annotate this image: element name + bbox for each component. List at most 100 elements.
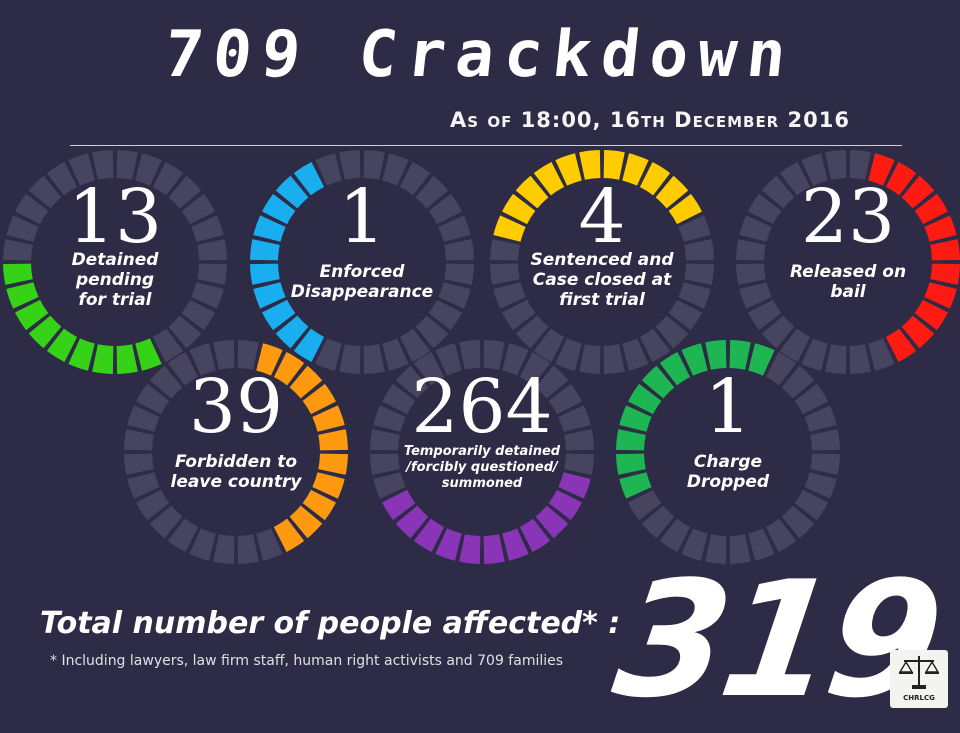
ring-segment-filled — [262, 299, 296, 331]
ring-segment-empty — [459, 340, 481, 370]
ring-segment-empty — [197, 263, 227, 285]
ring-segment-empty — [237, 340, 259, 370]
ring-segment-empty — [167, 518, 199, 552]
ring-segment-filled — [46, 328, 78, 362]
ring-segment-filled — [519, 518, 551, 552]
ring-segment-filled — [275, 175, 309, 209]
total-label: Total number of people affected* : — [40, 606, 621, 641]
ring-segment-filled — [395, 505, 429, 539]
stat-label-line: Forbidden to — [174, 452, 298, 472]
ring-segment-filled — [253, 215, 286, 242]
ring-segment-empty — [748, 299, 782, 331]
stat-label-line: Released on — [789, 262, 907, 282]
ring-segment-empty — [191, 282, 224, 309]
ring-segment-filled — [533, 162, 565, 196]
ring-segment-empty — [804, 405, 837, 432]
stat-label-line: Detained — [71, 250, 159, 270]
stat-label-line: first trial — [559, 290, 645, 310]
stat-label-line: for trial — [78, 290, 152, 310]
ring-segment-filled — [655, 175, 689, 209]
ring-segment-filled — [483, 534, 505, 564]
ring-segment-filled — [729, 340, 751, 370]
stat-label-line: leave country — [170, 472, 302, 492]
ring-segment-filled — [435, 528, 462, 561]
ring-segment-empty — [167, 352, 199, 386]
ring-segment-filled — [641, 365, 675, 399]
ring-segment-filled — [256, 343, 283, 376]
ring-segment-empty — [399, 162, 431, 196]
ring-segment-empty — [136, 383, 170, 415]
ring-segment-empty — [428, 193, 462, 225]
ring-segment-empty — [315, 153, 342, 186]
ring-segment-empty — [684, 239, 714, 261]
ring-segment-empty — [315, 338, 342, 371]
date-subtitle: As of 18:00, 16th December 2016 — [450, 108, 850, 132]
ring-segment-empty — [739, 215, 772, 242]
ring-segment-filled — [135, 338, 162, 371]
ring-segment-empty — [849, 150, 871, 180]
ring-segment-filled — [250, 263, 280, 285]
ring-segment-filled — [930, 263, 960, 285]
ring-segment-empty — [555, 338, 582, 371]
ring-segment-filled — [558, 472, 591, 499]
ring-segment-empty — [483, 340, 505, 370]
ring-segment-empty — [116, 150, 138, 180]
ring-segment-filled — [318, 453, 348, 475]
ring-segment-empty — [684, 263, 714, 285]
stat-label-line: Enforced — [319, 262, 405, 282]
ring-segment-empty — [191, 215, 224, 242]
ring-segment-empty — [15, 193, 49, 225]
ring-segment-empty — [779, 162, 811, 196]
ring-segment-filled — [868, 153, 895, 186]
ring-segment-filled — [312, 472, 345, 499]
ring-segment-empty — [370, 453, 400, 475]
ring-segment-empty — [548, 383, 582, 415]
ring-segment-filled — [639, 162, 671, 196]
ring-segment-filled — [668, 193, 702, 225]
stat-ring: 23 Released on bail — [728, 142, 960, 382]
ring-segment-empty — [761, 315, 795, 349]
ring-segment-filled — [930, 239, 960, 261]
stat-label: Released on bail — [728, 262, 960, 302]
ring-segment-empty — [579, 344, 601, 374]
ring-segment-empty — [681, 528, 708, 561]
ring-segment-filled — [302, 489, 336, 521]
ring-segment-filled — [92, 344, 114, 374]
ring-segment-empty — [533, 328, 565, 362]
ring-segment-empty — [490, 239, 520, 261]
ring-segment-filled — [6, 282, 39, 309]
stat-value: 39 — [188, 364, 284, 450]
ring-segment-filled — [3, 263, 33, 285]
ring-segment-filled — [515, 175, 549, 209]
ring-segment-empty — [622, 338, 649, 371]
stat-label-line: Case closed at — [532, 270, 672, 290]
ring-segment-empty — [558, 405, 591, 432]
stat-ring: 264 Temporarily detained/forcibly questio… — [362, 332, 602, 572]
ring-segment-empty — [189, 528, 216, 561]
ring-segment-empty — [490, 263, 520, 285]
ring-segment-filled — [924, 282, 957, 309]
ring-segment-filled — [382, 489, 416, 521]
ring-segment-empty — [641, 505, 675, 539]
ring-segment-empty — [781, 365, 815, 399]
ring-segment-filled — [616, 429, 646, 451]
stat-value: 23 — [800, 174, 896, 260]
stat-ring: 13 Detained pending for trial — [0, 142, 235, 382]
ring-segment-filled — [924, 215, 957, 242]
ring-segment-empty — [339, 344, 361, 374]
ring-segment-empty — [564, 453, 594, 475]
ring-segment-filled — [901, 175, 935, 209]
ring-segment-empty — [493, 282, 526, 309]
ring-segment-empty — [189, 343, 216, 376]
ring-segment-filled — [622, 153, 649, 186]
ring-segment-filled — [459, 534, 481, 564]
ring-segment-empty — [168, 175, 202, 209]
ring-segment-empty — [603, 344, 625, 374]
stat-label: Forbidden to leave country — [116, 452, 356, 492]
ring-segment-empty — [399, 328, 431, 362]
ring-segment-empty — [810, 429, 840, 451]
ring-segment-empty — [237, 534, 259, 564]
ring-segment-empty — [794, 383, 828, 415]
ring-segment-empty — [363, 150, 385, 180]
ring-segment-filled — [275, 315, 309, 349]
